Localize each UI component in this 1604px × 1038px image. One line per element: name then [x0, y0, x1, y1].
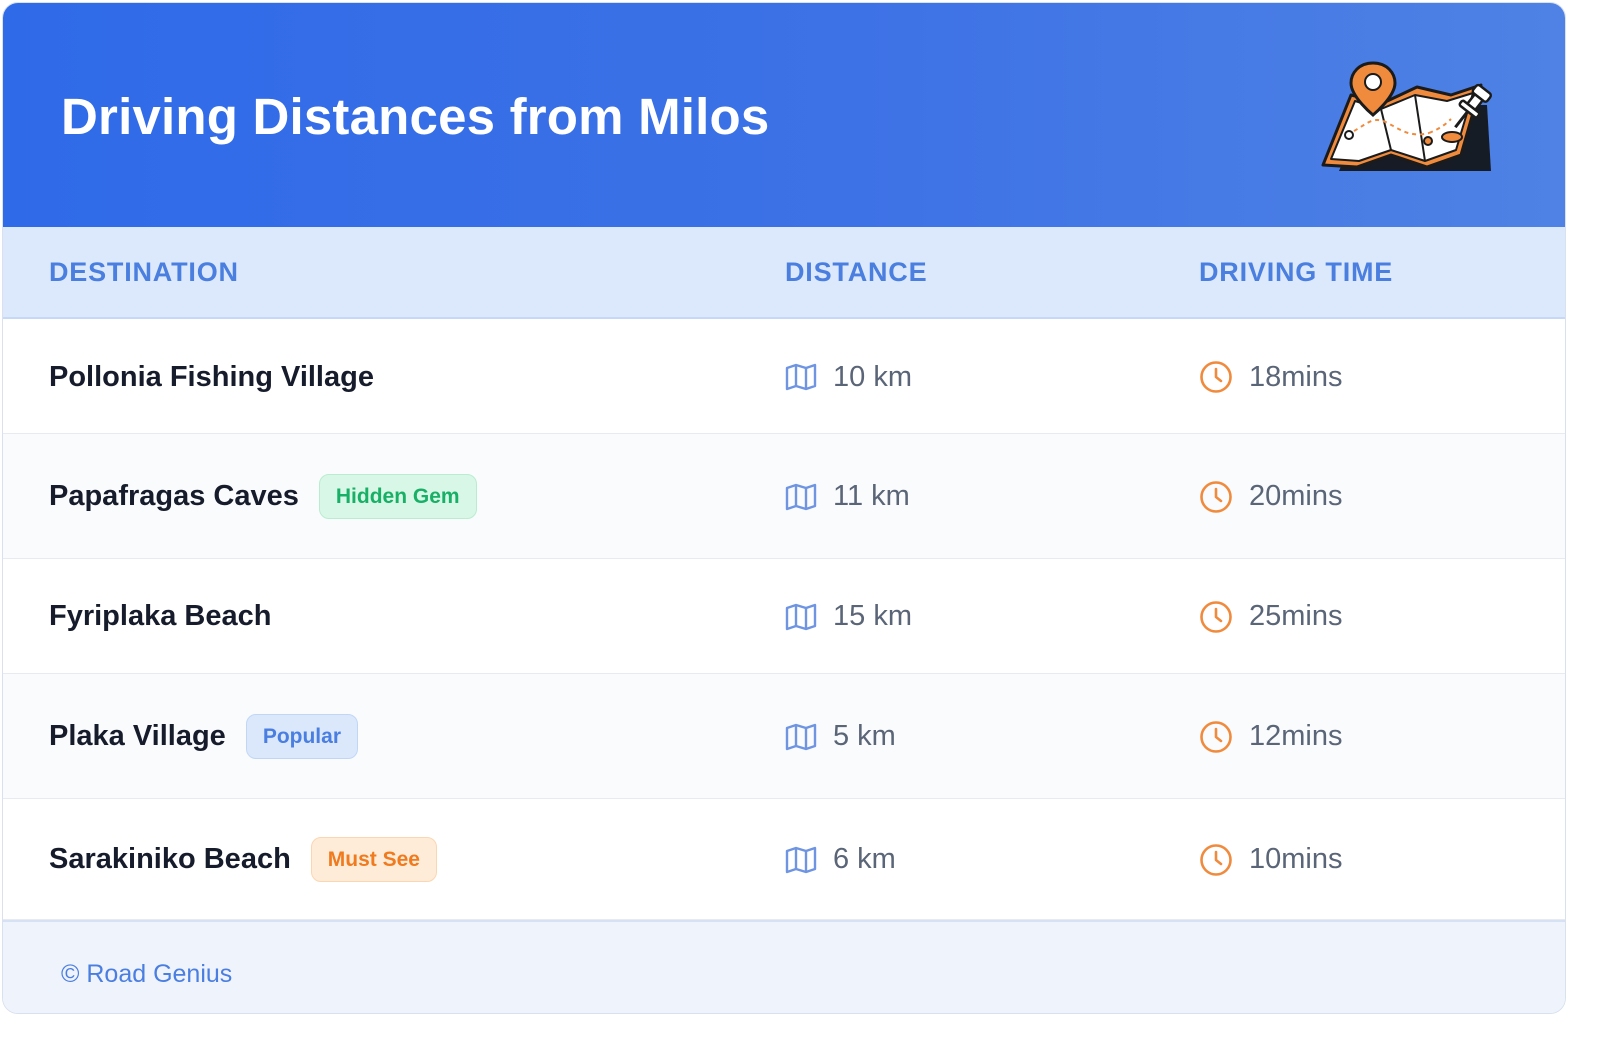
distance-value: 15 km: [833, 600, 912, 632]
tag-badge: Popular: [245, 714, 358, 759]
column-header-distance: DISTANCE: [785, 257, 928, 287]
driving-time-cell: 18mins: [1199, 358, 1343, 396]
map-icon: [785, 603, 817, 630]
distance-cell: 5 km: [785, 718, 896, 756]
driving-time-value: 25mins: [1249, 600, 1343, 632]
destination-cell: Papafragas Caves Hidden Gem: [49, 474, 477, 520]
driving-time-cell: 20mins: [1199, 478, 1343, 516]
destination-cell: Plaka Village Popular: [49, 714, 358, 760]
tag-badge: Must See: [310, 837, 437, 882]
distance-cell: 11 km: [785, 478, 910, 516]
destination-cell: Pollonia Fishing Village: [49, 354, 374, 400]
destination-name: Sarakiniko Beach: [49, 843, 291, 875]
driving-time-cell: 10mins: [1199, 841, 1343, 879]
driving-time-cell: 12mins: [1199, 718, 1343, 756]
clock-icon: [1200, 600, 1232, 633]
distance-card: Driving Distances from Milos DESTINATION: [2, 2, 1566, 1014]
table-row: Plaka Village Popular 5 km 12mins: [3, 674, 1565, 799]
clock-icon: [1200, 720, 1232, 753]
map-icon: [785, 363, 817, 391]
copyright-text: © Road Genius: [61, 960, 233, 988]
driving-time-value: 12mins: [1249, 720, 1343, 752]
table-row: Sarakiniko Beach Must See 6 km 10mins: [3, 799, 1565, 920]
table-header: DESTINATION DISTANCE DRIVING TIME: [3, 227, 1565, 319]
map-icon: [785, 846, 817, 873]
driving-time-value: 20mins: [1249, 480, 1343, 512]
table-row: Papafragas Caves Hidden Gem 11 km 20mins: [3, 434, 1565, 559]
card-header: Driving Distances from Milos: [3, 3, 1565, 227]
page-title: Driving Distances from Milos: [61, 88, 770, 145]
distance-cell: 15 km: [785, 598, 912, 636]
distance-value: 6 km: [833, 843, 896, 875]
driving-time-value: 18mins: [1249, 360, 1343, 393]
distance-cell: 10 km: [785, 358, 912, 396]
table-row: Pollonia Fishing Village 10 km 18mins: [3, 320, 1565, 434]
destination-cell: Sarakiniko Beach Must See: [49, 837, 437, 883]
clock-icon: [1200, 480, 1232, 513]
driving-time-cell: 25mins: [1199, 598, 1343, 636]
card-footer: © Road Genius: [3, 920, 1565, 1013]
column-header-driving-time: DRIVING TIME: [1199, 257, 1394, 287]
distance-cell: 6 km: [785, 841, 896, 879]
destination-name: Fyriplaka Beach: [49, 600, 272, 632]
map-icon: [785, 483, 817, 510]
destination-cell: Fyriplaka Beach: [49, 594, 271, 640]
distance-value: 11 km: [833, 480, 910, 512]
clock-icon: [1200, 361, 1232, 393]
table-row: Fyriplaka Beach 15 km 25mins: [3, 559, 1565, 674]
column-header-destination: DESTINATION: [49, 257, 239, 287]
folded-map-with-pins-icon: [1321, 61, 1493, 171]
clock-icon: [1200, 843, 1232, 876]
destination-name: Pollonia Fishing Village: [49, 360, 374, 393]
tag-badge: Hidden Gem: [318, 474, 477, 519]
distance-value: 5 km: [833, 720, 896, 752]
driving-time-value: 10mins: [1249, 843, 1343, 875]
destination-name: Plaka Village: [49, 720, 226, 752]
map-icon: [785, 723, 817, 750]
distance-value: 10 km: [833, 360, 912, 393]
destination-name: Papafragas Caves: [49, 480, 299, 512]
